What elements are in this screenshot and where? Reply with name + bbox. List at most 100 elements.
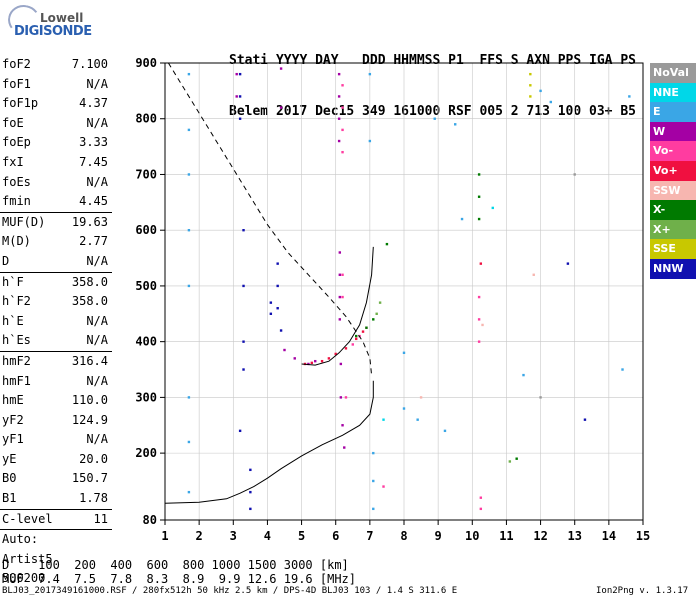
data-point-nnw	[249, 490, 252, 494]
param-value: 316.4	[71, 353, 108, 368]
param-row: C-level 11	[0, 508, 112, 530]
data-point-nnw	[269, 301, 273, 304]
chart-points	[187, 67, 631, 511]
y-tick-label: 400	[135, 335, 157, 349]
param-label: fxI	[2, 154, 24, 169]
param-label: yE	[2, 451, 17, 466]
data-point-e	[402, 351, 406, 355]
data-point-vo-	[334, 352, 337, 356]
data-point-nnw	[242, 340, 245, 343]
data-point-e	[372, 479, 375, 483]
data-point-vo-	[351, 343, 354, 346]
muf-row: MUF 7.4 7.5 7.8 8.3 8.9 9.9 12.6 19.6 [M…	[2, 572, 357, 586]
data-point-w	[279, 106, 283, 109]
data-point-nnw	[238, 117, 242, 120]
y-tick-label: 300	[135, 390, 157, 404]
param-label: hmE	[2, 393, 24, 408]
data-point-vo-	[341, 295, 344, 299]
data-point-vo-	[344, 396, 348, 399]
y-tick-label: 200	[135, 446, 157, 460]
data-point-vo-	[341, 106, 344, 109]
y-tick-label: 500	[135, 279, 157, 293]
data-point-vo-	[477, 318, 481, 321]
param-label: Auto:	[2, 532, 39, 547]
chart-axes: 1 2 3 4 5 6 7 8 9 10 11 12 13 14 158020030040050060070…	[135, 56, 650, 543]
legend-item: X-	[650, 200, 696, 220]
legend-item: Vo-	[650, 141, 696, 161]
param-label: h`E	[2, 313, 24, 328]
chart-grid	[164, 63, 644, 520]
param-value: N/A	[86, 253, 108, 268]
data-point-e	[460, 217, 464, 221]
data-point-x-	[477, 195, 481, 198]
param-value: 150.7	[71, 471, 108, 486]
data-point-nne	[382, 418, 385, 421]
param-label: foEp	[2, 135, 31, 150]
data-point-x-	[385, 242, 389, 246]
param-row: yF1 N/A	[0, 430, 112, 450]
logo-line1: Lowell	[40, 11, 84, 25]
x-tick-label: 13	[567, 529, 581, 543]
data-point-e	[539, 89, 542, 93]
data-point-e	[187, 440, 191, 444]
param-value: 4.37	[79, 96, 108, 111]
x-tick-label: 12	[533, 529, 547, 543]
data-point-noval	[573, 173, 576, 176]
header-row1: Stati YYYY DAY DDD HHMMSS P1 FFS S AXN P…	[229, 53, 636, 68]
data-point-x-	[477, 217, 481, 221]
data-point-w	[338, 273, 342, 276]
param-value: 124.9	[71, 412, 108, 427]
polarization-legend: NoVal NNE E W Vo- Vo+ SSW X- X+ SSE NNW	[650, 63, 696, 279]
legend-item: Vo+	[650, 160, 696, 181]
virtual-height-trace	[301, 246, 374, 366]
data-point-w	[338, 295, 342, 299]
x-tick-label: 11	[499, 529, 513, 543]
data-point-nnw	[583, 418, 587, 421]
data-point-x-	[508, 460, 512, 463]
data-point-x-	[378, 301, 382, 304]
data-point-w	[337, 95, 341, 98]
data-point-w	[338, 251, 342, 254]
param-label: Artist5	[2, 551, 53, 566]
param-value: 1.78	[79, 491, 108, 506]
param-label: hmF2	[2, 353, 31, 368]
param-label: foF1	[2, 76, 31, 91]
data-point-nnw	[279, 329, 283, 332]
data-point-w	[307, 362, 310, 366]
data-point-ssw	[481, 323, 484, 327]
data-point-e	[368, 72, 372, 76]
data-point-vo-	[382, 485, 385, 488]
param-label: foEs	[2, 174, 31, 189]
param-row: MUF(D) 19.63	[0, 211, 112, 233]
data-point-vo-	[479, 507, 483, 511]
data-point-vo-	[479, 496, 483, 499]
data-point-vo-	[479, 262, 483, 265]
footer-version: Ion2Png v. 1.3.17	[596, 586, 689, 596]
legend-item: W	[650, 121, 696, 142]
param-value: N/A	[86, 76, 108, 91]
x-tick-label: 10	[465, 529, 479, 543]
data-point-e	[454, 123, 457, 126]
param-row: B0 150.7	[0, 469, 112, 489]
param-value: 2.77	[79, 234, 108, 249]
data-point-w	[339, 396, 343, 399]
data-point-w	[341, 424, 344, 427]
param-value: 7.45	[79, 154, 108, 169]
data-point-vo-	[341, 84, 344, 87]
y-tick-label: 900	[135, 56, 157, 70]
param-row: foF1 N/A	[0, 75, 112, 95]
data-point-e	[372, 451, 375, 455]
data-point-w	[293, 357, 296, 360]
data-point-e	[368, 139, 372, 143]
logo-line2: DIGISONDE	[14, 24, 92, 39]
x-tick-label: 9	[435, 529, 442, 543]
data-point-ssw	[419, 396, 423, 399]
data-point-nnw	[242, 368, 245, 371]
data-point-vo-	[344, 347, 348, 350]
data-point-w	[279, 67, 283, 70]
legend-item: NoVal	[650, 63, 696, 83]
param-row: h`E N/A	[0, 312, 112, 332]
data-point-e	[628, 95, 631, 98]
data-point-ssw	[532, 273, 535, 276]
